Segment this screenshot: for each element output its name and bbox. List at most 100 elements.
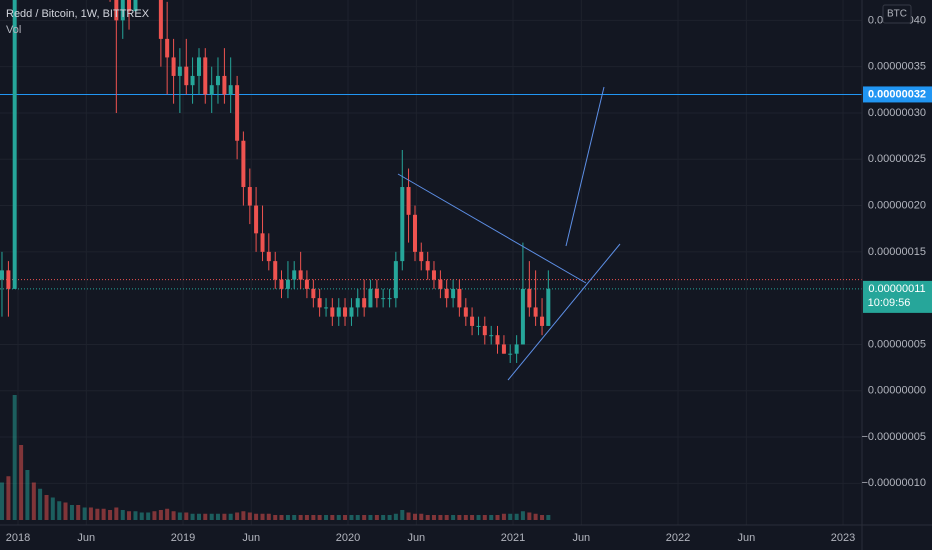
- candle-body: [540, 316, 545, 326]
- currency-box: [882, 4, 912, 24]
- x-tick-label: Jun: [407, 532, 425, 544]
- volume-bar: [101, 508, 106, 520]
- candle-body: [393, 261, 398, 299]
- volume-bar: [0, 482, 4, 520]
- volume-bar: [171, 511, 176, 520]
- candle-body: [470, 316, 475, 326]
- candle-body: [374, 288, 379, 299]
- volume-bar: [444, 515, 449, 520]
- candle-body: [482, 325, 487, 336]
- candle-body: [438, 279, 443, 289]
- candle-body: [495, 335, 500, 345]
- y-tick-label: 0.00000020: [868, 199, 926, 211]
- candle-body: [279, 279, 284, 289]
- x-tick-label: Jun: [242, 532, 260, 544]
- candle-body: [546, 288, 551, 326]
- x-tick-label: 2021: [501, 532, 525, 544]
- y-tick-label: −0.00000010: [861, 477, 926, 489]
- volume-bar: [12, 395, 17, 520]
- volume-bar: [209, 513, 214, 520]
- volume-bar: [82, 507, 87, 520]
- candle-body: [451, 288, 456, 299]
- indicator-label: Vol: [6, 24, 21, 36]
- trend-line: [507, 243, 621, 381]
- volume-bar: [279, 515, 284, 520]
- volume-bar: [50, 497, 55, 520]
- candle-body: [298, 270, 303, 280]
- candle-body: [431, 270, 436, 280]
- volume-bar: [120, 510, 125, 520]
- candle-body: [228, 85, 233, 95]
- x-tick-label: Jun: [572, 532, 590, 544]
- volume-bar: [139, 512, 144, 520]
- volume-bar: [431, 515, 436, 520]
- y-tick-label: 0.00000035: [868, 61, 926, 73]
- volume-bar: [247, 512, 252, 520]
- currency: BTC: [887, 9, 907, 20]
- volume-bar: [57, 501, 62, 520]
- level-label: 0.00000032: [868, 88, 926, 100]
- candle-body: [349, 307, 354, 317]
- volume-bar: [546, 515, 551, 520]
- trend-line: [397, 173, 587, 284]
- y-tick-label: 0.00000015: [868, 246, 926, 258]
- volume-bar: [368, 515, 373, 520]
- volume-bar: [343, 515, 348, 520]
- y-tick-label: −0.00000005: [861, 431, 926, 443]
- candle-body: [260, 233, 265, 252]
- level-label-box: [863, 86, 932, 103]
- candle-body: [304, 279, 309, 289]
- volume-bar: [285, 515, 290, 520]
- volume-bar: [114, 507, 119, 520]
- y-tick-label: 0.00000005: [868, 338, 926, 350]
- volume-bar: [184, 512, 189, 520]
- y-tick-label: 0.00000025: [868, 153, 926, 165]
- candle-body: [133, 0, 138, 12]
- candle-body: [514, 344, 519, 354]
- candle-body: [235, 85, 240, 141]
- volume-bar: [527, 512, 532, 520]
- candle-body: [343, 307, 348, 317]
- candle-body: [0, 270, 4, 280]
- candle-body: [412, 214, 417, 252]
- volume-bar: [177, 512, 182, 520]
- volume-bar: [349, 515, 354, 520]
- volume-bar: [482, 515, 487, 520]
- volume-bar: [412, 513, 417, 520]
- candle-body: [209, 85, 214, 95]
- x-tick-label: 2020: [336, 532, 360, 544]
- candle-body: [292, 270, 297, 280]
- volume-bar: [355, 515, 360, 520]
- volume-bar: [241, 511, 246, 520]
- candle-body: [336, 307, 341, 317]
- x-tick-label: 2019: [171, 532, 195, 544]
- volume-bar: [69, 505, 74, 520]
- candle-body: [501, 344, 506, 354]
- x-tick-label: 2022: [666, 532, 690, 544]
- candle-body: [171, 57, 176, 76]
- volume-bar: [190, 513, 195, 520]
- volume-bar: [304, 515, 309, 520]
- candle-body: [330, 307, 335, 317]
- candle-body: [127, 0, 132, 12]
- x-tick-label: 2023: [831, 532, 855, 544]
- candle-body: [476, 325, 481, 327]
- volume-bar: [419, 513, 424, 520]
- volume-bar: [508, 513, 513, 520]
- candle-body: [12, 0, 17, 289]
- candle-body: [196, 57, 201, 76]
- volume-bar: [374, 515, 379, 520]
- candle-body: [165, 38, 170, 58]
- volume-bar: [235, 512, 240, 520]
- candle-body: [317, 298, 322, 308]
- volume-bar: [203, 513, 208, 520]
- grid: [0, 0, 862, 525]
- volume-pane: [0, 395, 551, 520]
- candle-body: [527, 288, 532, 308]
- candle-body: [184, 66, 189, 86]
- candle-body: [266, 251, 271, 262]
- candle-body: [203, 57, 208, 95]
- volume-bar: [133, 511, 138, 520]
